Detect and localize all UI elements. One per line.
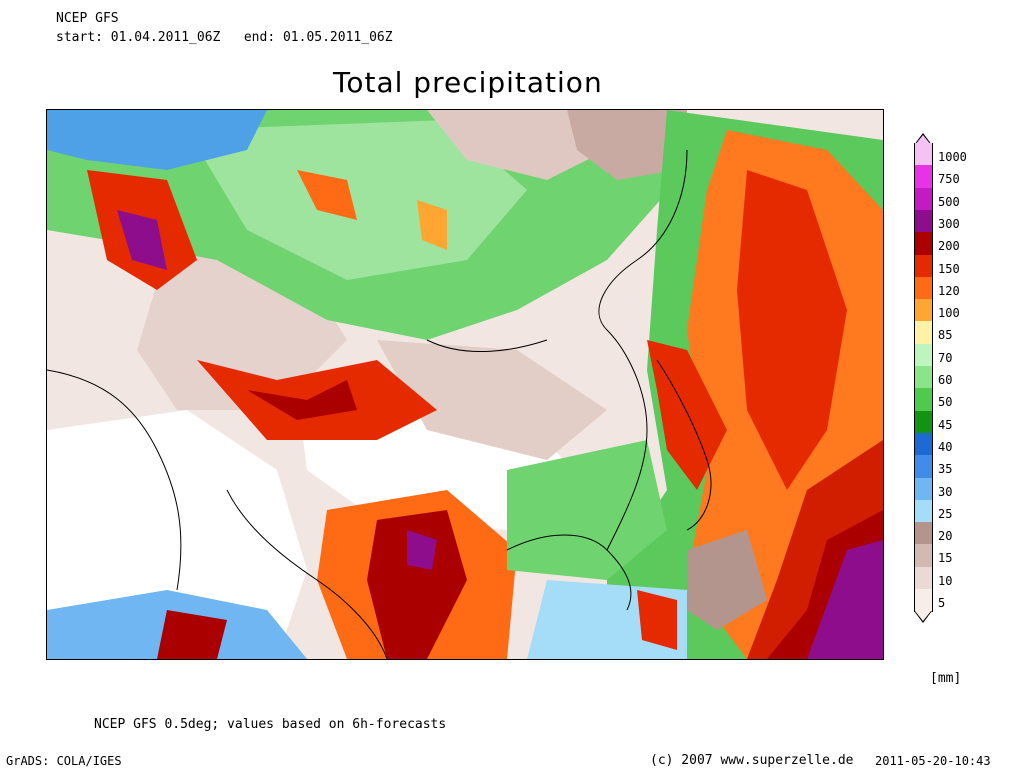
legend-label-35: 35 <box>938 462 953 477</box>
legend-label-150: 150 <box>938 261 960 276</box>
legend-label-500: 500 <box>938 194 960 209</box>
legend-swatch-15 <box>914 544 933 568</box>
legend-swatch-30 <box>914 477 933 501</box>
legend-swatch-1000 <box>914 143 933 166</box>
copyright: (c) 2007 www.superzelle.de <box>650 753 854 768</box>
legend-swatch-70 <box>914 343 933 367</box>
legend-swatch-300 <box>914 209 933 233</box>
legend-label-85: 85 <box>938 328 953 343</box>
map-title: Total precipitation <box>333 66 603 99</box>
model-name: NCEP GFS <box>56 11 119 26</box>
legend-label-10: 10 <box>938 573 953 588</box>
legend-swatch-120 <box>914 276 933 300</box>
legend-label-1000: 1000 <box>938 150 967 164</box>
legend-swatch-10 <box>914 566 933 590</box>
legend-swatch-60 <box>914 366 933 389</box>
legend-label-100: 100 <box>938 306 960 321</box>
legend-label-200: 200 <box>938 239 960 254</box>
legend-swatch-100 <box>914 299 933 322</box>
legend-label-70: 70 <box>938 350 953 365</box>
legend-swatch-45 <box>914 410 933 434</box>
forecast-period: start: 01.04.2011_06Z end: 01.05.2011_06… <box>56 30 393 45</box>
legend-swatch-20 <box>914 522 933 545</box>
legend-swatch-150 <box>914 254 933 278</box>
precipitation-field <box>47 110 883 659</box>
legend-swatch-500 <box>914 187 933 211</box>
legend-label-120: 120 <box>938 283 960 298</box>
legend-label-15: 15 <box>938 551 953 566</box>
legend-swatch-40 <box>914 432 933 456</box>
legend-label-60: 60 <box>938 373 953 387</box>
legend-label-20: 20 <box>938 529 953 544</box>
legend-label-50: 50 <box>938 395 953 410</box>
legend-swatch-200 <box>914 232 933 256</box>
legend-label-5: 5 <box>938 596 946 610</box>
legend-label-30: 30 <box>938 484 953 499</box>
footer-note: NCEP GFS 0.5deg; values based on 6h-fore… <box>94 717 447 732</box>
legend-unit: [mm] <box>930 671 962 686</box>
legend-swatch-35 <box>914 455 933 479</box>
color-legend: 1000 750 500 300 200 150 120 100 85 70 60 50 45 40 35 3… <box>914 133 974 624</box>
legend-swatch-750 <box>914 165 933 189</box>
legend-label-25: 25 <box>938 506 953 521</box>
grads-credit: GrADS: COLA/IGES <box>6 754 122 768</box>
legend-label-300: 300 <box>938 216 960 231</box>
legend-label-40: 40 <box>938 439 953 454</box>
legend-label-750: 750 <box>938 172 960 187</box>
legend-label-45: 45 <box>938 417 953 432</box>
precipitation-map <box>46 109 884 660</box>
legend-swatch-85 <box>914 321 933 345</box>
legend-swatch-25 <box>914 499 933 523</box>
timestamp: 2011-05-20-10:43 <box>875 754 991 768</box>
legend-swatch-50 <box>914 388 933 412</box>
legend-swatch-5 <box>914 589 933 612</box>
